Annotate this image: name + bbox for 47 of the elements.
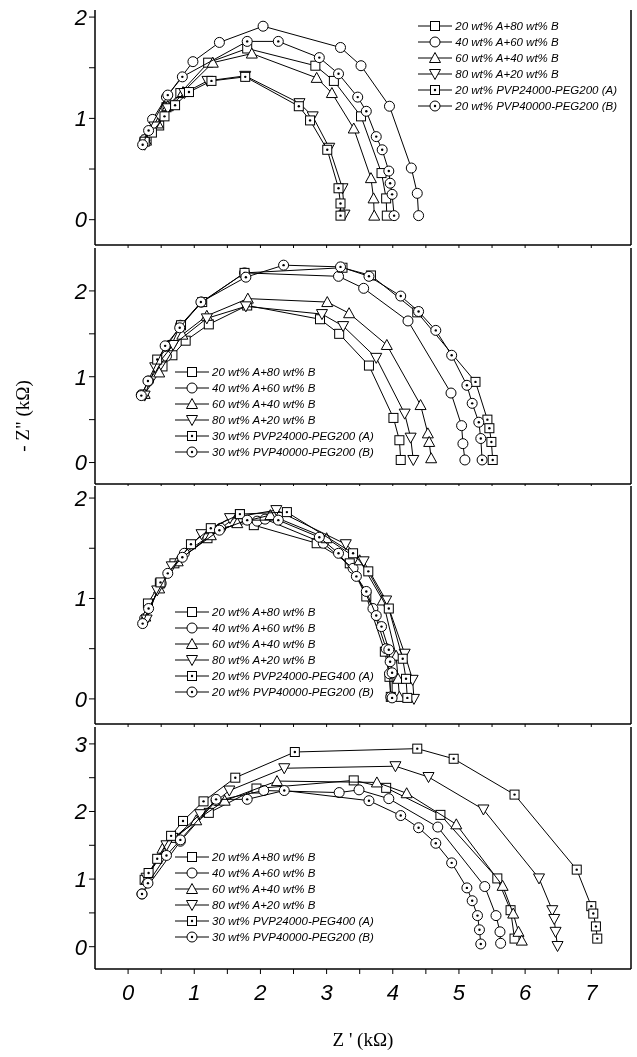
legend-label: 20 wt% PVP24000-PEG200 (A) xyxy=(455,84,617,96)
y-tick-label: 2 xyxy=(73,278,87,304)
legend-label: 30 wt% PVP40000-PEG200 (B) xyxy=(212,931,374,943)
y-tick-label: 1 xyxy=(74,106,87,132)
legend-label: 30 wt% PVP24000-PEG400 (A) xyxy=(212,915,374,927)
legend-label: 60 wt% A+40 wt% B xyxy=(212,883,316,895)
legend-label: 20 wt% A+80 wt% B xyxy=(455,20,559,32)
legend-label: 80 wt% A+20 wt% B xyxy=(212,899,316,911)
y-tick-label: 3 xyxy=(74,731,88,757)
legend-label: 40 wt% A+60 wt% B xyxy=(212,867,316,879)
y-tick-label: 2 xyxy=(73,485,87,511)
y-tick-label: 2 xyxy=(73,799,87,825)
y-tick-label: 1 xyxy=(74,866,87,892)
y-tick-label: 1 xyxy=(74,364,87,390)
legend-label: 60 wt% A+40 wt% B xyxy=(455,52,559,64)
legend-label: 20 wt% A+80 wt% B xyxy=(212,606,316,618)
x-tick-label: 5 xyxy=(452,979,466,1005)
x-tick-label: 2 xyxy=(253,979,267,1005)
legend-label: 40 wt% A+60 wt% B xyxy=(212,622,316,634)
y-tick-label: 0 xyxy=(74,686,88,712)
legend-label: 80 wt% A+20 wt% B xyxy=(455,68,559,80)
legend-label: 60 wt% A+40 wt% B xyxy=(212,398,316,410)
legend-label: 40 wt% A+60 wt% B xyxy=(455,36,559,48)
legend-label: 20 wt% PVP40000-PEG200 (B) xyxy=(455,100,617,112)
y-tick-label: 0 xyxy=(74,450,88,476)
legend-label: 40 wt% A+60 wt% B xyxy=(212,382,316,394)
y-tick-label: 1 xyxy=(74,586,87,612)
y-tick-label: 2 xyxy=(73,4,87,30)
legend-label: 20 wt% A+80 wt% B xyxy=(212,851,316,863)
x-tick-label: 3 xyxy=(320,979,334,1005)
legend-label: 30 wt% PVP40000-PEG200 (B) xyxy=(212,446,374,458)
legend-label: 20 wt% A+80 wt% B xyxy=(212,366,316,378)
legend-label: 80 wt% A+20 wt% B xyxy=(212,414,316,426)
y-tick-label: 0 xyxy=(74,207,88,233)
y-tick-label: 0 xyxy=(74,934,88,960)
x-tick-label: 0 xyxy=(121,979,135,1005)
legend-label: 20 wt% PVP24000-PEG400 (A) xyxy=(212,670,374,682)
x-axis-title: Z ' (kΩ) xyxy=(332,1029,394,1051)
legend-label: 80 wt% A+20 wt% B xyxy=(212,654,316,666)
x-tick-label: 7 xyxy=(585,979,599,1005)
x-tick-label: 4 xyxy=(386,979,399,1005)
legend-label: 20 wt% PVP40000-PEG200 (B) xyxy=(212,686,374,698)
x-tick-label: 6 xyxy=(519,979,532,1005)
legend-label: 30 wt% PVP24000-PEG200 (A) xyxy=(212,430,374,442)
x-tick-label: 1 xyxy=(188,979,201,1005)
y-axis-title: - Z" (kΩ) xyxy=(11,380,34,452)
legend-label: 60 wt% A+40 wt% B xyxy=(212,638,316,650)
